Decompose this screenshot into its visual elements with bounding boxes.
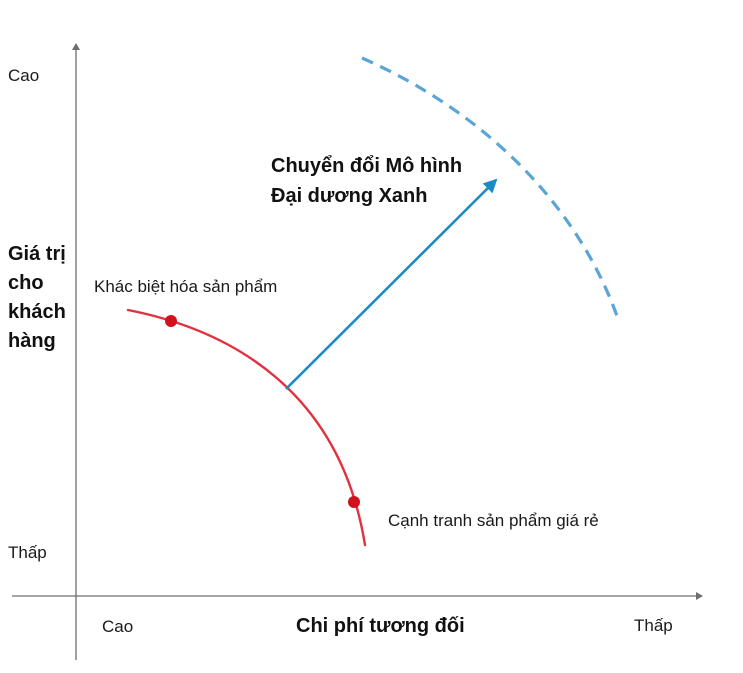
differentiation-point <box>165 315 177 327</box>
low-cost-label: Cạnh tranh sản phẩm giá rẻ <box>388 511 599 530</box>
x-axis-title: Chi phí tương đối <box>296 615 465 637</box>
y-axis-title: Giá trị cho khách hàng <box>8 240 88 356</box>
y-axis-high-label: Cao <box>8 66 40 85</box>
x-axis-right-label: Thấp <box>634 616 673 635</box>
y-axis-title-line: Giá trị <box>8 243 66 265</box>
blue-ocean-shift-arrow <box>285 178 498 390</box>
y-axis-title-line: cho <box>8 272 44 294</box>
differentiation-label: Khác biệt hóa sản phẩm <box>94 277 278 296</box>
blue-ocean-curve <box>361 56 619 317</box>
y-axis-title-line: khách <box>8 301 66 323</box>
blue-ocean-shift-label: Chuyển đổi Mô hình Đại dương Xanh <box>271 151 462 211</box>
y-axis-title-line: hàng <box>8 330 56 352</box>
low-cost-point <box>348 496 360 508</box>
y-axis-low-label: Thấp <box>8 543 47 562</box>
shift-label-line: Chuyển đổi Mô hình <box>271 155 463 177</box>
x-axis-left-label: Cao <box>102 617 134 636</box>
shift-label-line: Đại dương Xanh <box>271 185 428 207</box>
